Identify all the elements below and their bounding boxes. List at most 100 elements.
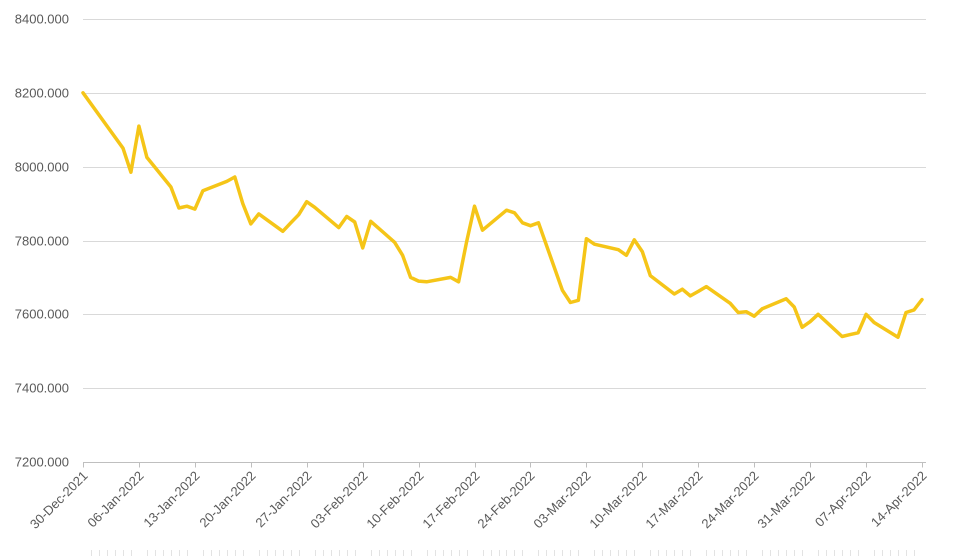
- data-point: [361, 246, 365, 250]
- data-point: [241, 202, 245, 206]
- data-point: [848, 333, 852, 337]
- data-point: [305, 200, 309, 204]
- data-point: [425, 280, 429, 284]
- data-point: [736, 311, 740, 315]
- data-point: [584, 237, 588, 241]
- y-tick-label: 8000.000: [15, 160, 69, 175]
- data-point: [177, 206, 181, 210]
- y-tick-label: 8400.000: [15, 12, 69, 27]
- data-point: [688, 294, 692, 298]
- data-point: [856, 331, 860, 335]
- data-point: [616, 248, 620, 252]
- data-point: [465, 240, 469, 244]
- data-point: [521, 221, 525, 225]
- data-point: [473, 204, 477, 208]
- data-point: [624, 253, 628, 257]
- x-tick-label: 03-Feb-2022: [307, 468, 370, 531]
- y-tick-label: 8200.000: [15, 86, 69, 101]
- data-point: [129, 170, 133, 174]
- data-point: [704, 285, 708, 289]
- data-point: [449, 275, 453, 279]
- data-point: [800, 325, 804, 329]
- data-point: [904, 311, 908, 315]
- data-point: [592, 242, 596, 246]
- data-point: [225, 179, 229, 183]
- data-point: [289, 221, 293, 225]
- data-point: [680, 287, 684, 291]
- data-point: [457, 280, 461, 284]
- data-point: [744, 310, 748, 314]
- data-point: [792, 305, 796, 309]
- data-point: [920, 298, 924, 302]
- data-point: [912, 308, 916, 312]
- data-point: [760, 307, 764, 311]
- data-point: [505, 208, 509, 212]
- x-tick-label: 13-Jan-2022: [140, 468, 202, 530]
- data-point: [393, 240, 397, 244]
- data-point: [529, 224, 533, 228]
- data-point: [784, 297, 788, 301]
- data-point: [672, 292, 676, 296]
- data-point: [137, 124, 141, 128]
- y-tick-label: 7800.000: [15, 234, 69, 249]
- data-point: [233, 175, 237, 179]
- data-point: [481, 228, 485, 232]
- x-tick-label: 17-Feb-2022: [419, 468, 482, 531]
- x-tick-label: 24-Mar-2022: [698, 468, 761, 531]
- data-point: [568, 301, 572, 305]
- data-point: [281, 229, 285, 233]
- data-point: [201, 189, 205, 193]
- data-point: [121, 146, 125, 150]
- data-point: [193, 207, 197, 211]
- data-point: [145, 155, 149, 159]
- series-line: [81, 91, 924, 339]
- data-point: [752, 314, 756, 318]
- y-tick-label: 7200.000: [15, 455, 69, 470]
- data-point: [808, 320, 812, 324]
- data-point: [345, 215, 349, 219]
- data-point: [537, 221, 541, 225]
- x-tick-label: 10-Mar-2022: [586, 468, 649, 531]
- data-point: [728, 301, 732, 305]
- y-axis: 7200.000 7400.000 7600.000 7800.000 8000.000…: [15, 12, 69, 470]
- data-point: [513, 211, 517, 215]
- data-point: [409, 275, 413, 279]
- data-point: [417, 279, 421, 283]
- y-tick-label: 7600.000: [15, 307, 69, 322]
- x-tick-label: 24-Feb-2022: [474, 468, 537, 531]
- x-tick-label: 20-Jan-2022: [196, 468, 258, 530]
- data-point: [864, 312, 868, 316]
- data-point: [313, 205, 317, 209]
- x-tick-label: 14-Apr-2022: [868, 468, 930, 530]
- data-point: [249, 222, 253, 226]
- x-tick-label: 10-Feb-2022: [363, 468, 426, 531]
- x-axis: 30-Dec-202106-Jan-202213-Jan-202220-Jan-…: [27, 462, 930, 556]
- data-point: [696, 289, 700, 293]
- data-point: [81, 91, 85, 95]
- data-point: [337, 226, 341, 230]
- data-point: [872, 321, 876, 325]
- x-tick-label: 17-Mar-2022: [642, 468, 705, 531]
- data-point: [576, 298, 580, 302]
- data-point: [632, 238, 636, 242]
- data-point: [297, 213, 301, 217]
- x-tick-label: 31-Mar-2022: [754, 468, 817, 531]
- data-point: [816, 312, 820, 316]
- data-point: [648, 274, 652, 278]
- x-tick-label: 03-Mar-2022: [530, 468, 593, 531]
- series-layer: [81, 91, 924, 339]
- data-point: [840, 335, 844, 339]
- x-tick-label: 07-Apr-2022: [812, 468, 874, 530]
- data-point: [401, 253, 405, 257]
- data-point: [257, 212, 261, 216]
- data-point: [560, 288, 564, 292]
- x-tick-label: 06-Jan-2022: [84, 468, 146, 530]
- x-tick-label: 27-Jan-2022: [252, 468, 314, 530]
- data-point: [896, 335, 900, 339]
- x-tick-label: 30-Dec-2021: [27, 468, 91, 532]
- data-point: [169, 185, 173, 189]
- data-point: [353, 220, 357, 224]
- gridlines: [83, 19, 926, 389]
